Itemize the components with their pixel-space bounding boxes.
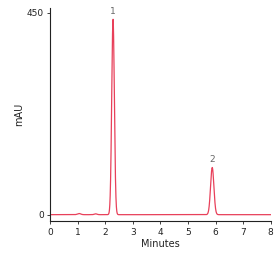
Y-axis label: mAU: mAU [14,103,24,126]
Text: 1: 1 [110,7,116,16]
Text: 2: 2 [210,155,215,164]
X-axis label: Minutes: Minutes [141,239,180,249]
